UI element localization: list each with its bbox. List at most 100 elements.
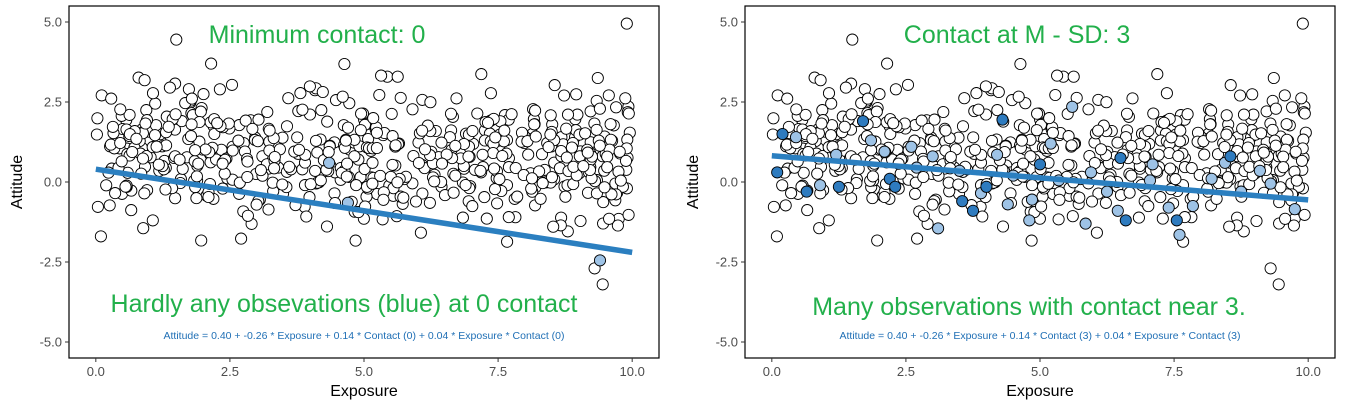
scatter-point [114, 103, 127, 116]
scatter-point [481, 116, 495, 129]
scatter-point [785, 187, 798, 200]
right-panel: 0.0 2.5 5.0 7.5 10.0 5.0 2.5 0.0 -2.5 -5.0 Contac… [685, 5, 1336, 400]
highlighted-point [991, 148, 1004, 161]
scatter-point [254, 164, 267, 177]
scatter-point [1223, 220, 1236, 233]
scatter-point [435, 157, 449, 170]
scatter-point [547, 220, 560, 233]
scatter-point [915, 114, 928, 127]
scatter-point [370, 126, 383, 139]
scatter-point [816, 104, 829, 117]
highlighted-point [1023, 214, 1036, 227]
x-tick-label: 7.5 [489, 364, 507, 379]
scatter-point [262, 203, 275, 216]
left-headline: Minimum contact: 0 [209, 21, 426, 49]
scatter-point [525, 172, 539, 185]
scatter-point [1172, 149, 1185, 163]
left-regression-line [95, 166, 633, 256]
scatter-point [781, 92, 794, 105]
scatter-point [491, 197, 504, 210]
scatter-point [1198, 148, 1211, 161]
scatter-point [529, 104, 542, 117]
scatter-point [1298, 107, 1311, 120]
scatter-point [1160, 87, 1173, 100]
scatter-point [146, 214, 159, 227]
scatter-point [937, 105, 950, 119]
highlighted-point [1079, 217, 1092, 230]
scatter-point [91, 112, 104, 125]
scatter-point [525, 182, 538, 195]
scatter-point [878, 190, 891, 204]
scatter-point [1181, 108, 1194, 121]
scatter-point [806, 132, 819, 145]
scatter-point [952, 178, 965, 191]
scatter-point [1296, 17, 1309, 30]
scatter-point [428, 175, 441, 188]
scatter-point [601, 161, 614, 174]
scatter-point [1266, 123, 1279, 136]
scatter-point [889, 83, 902, 96]
scatter-point [246, 122, 259, 135]
scatter-point [622, 107, 635, 120]
highlighted-point [905, 140, 918, 153]
scatter-point [416, 124, 429, 137]
scatter-point [375, 69, 388, 82]
scatter-point [505, 108, 518, 121]
scatter-point [152, 158, 165, 171]
scatter-point [968, 143, 982, 156]
highlighted-point [1119, 214, 1132, 227]
scatter-point [610, 101, 623, 114]
scatter-point [1090, 226, 1103, 239]
scatter-point [90, 128, 103, 141]
scatter-point [474, 164, 487, 177]
right-regression-line [771, 153, 1309, 203]
scatter-point [779, 199, 792, 212]
left-panel: 0.0 2.5 5.0 7.5 10.0 5.0 2.5 0.0 -2.5 -5.0 Minimu… [9, 5, 660, 400]
scatter-point [418, 143, 432, 156]
scatter-point [309, 134, 323, 147]
scatter-point [593, 139, 606, 152]
highlighted-point [1033, 158, 1047, 171]
x-tick-label: 0.0 [763, 364, 781, 379]
left-footnote: Hardly any obsevations (blue) at 0 conta… [111, 290, 578, 318]
scatter-point [321, 115, 334, 128]
scatter-point [225, 78, 239, 91]
scatter-point [1255, 127, 1268, 140]
scatter-point [881, 57, 894, 70]
scatter-point [488, 162, 501, 175]
scatter-point [565, 141, 578, 154]
scatter-point [268, 150, 281, 164]
scatter-point [1277, 161, 1290, 174]
scatter-point [489, 131, 502, 144]
highlighted-point [1253, 164, 1266, 177]
scatter-point [484, 87, 497, 100]
scatter-point [292, 143, 306, 156]
scatter-point [189, 144, 202, 157]
scatter-point [496, 149, 509, 163]
scatter-point [838, 120, 851, 133]
scatter-point [1220, 128, 1233, 141]
scatter-point [126, 145, 139, 159]
scatter-point [1169, 173, 1182, 186]
scatter-point [130, 132, 143, 145]
scatter-point [106, 120, 119, 133]
scatter-point [1185, 161, 1198, 175]
highlighted-point [856, 115, 870, 128]
scatter-point [339, 134, 352, 147]
scatter-point [414, 226, 427, 239]
scatter-point [1220, 109, 1233, 122]
scatter-point [593, 102, 606, 115]
scatter-point [350, 179, 363, 192]
scatter-point [1280, 133, 1293, 146]
highlighted-point [593, 254, 607, 267]
scatter-point [211, 117, 224, 130]
scatter-point [1094, 143, 1108, 156]
scatter-point [770, 230, 783, 243]
scatter-point [1125, 169, 1138, 182]
scatter-point [1241, 141, 1254, 154]
scatter-point [560, 151, 573, 164]
scatter-point [443, 131, 456, 144]
scatter-point [385, 107, 398, 120]
scatter-point [105, 92, 118, 105]
right-equation: Attitude = 0.40 + -0.26 * Exposure + 0.1… [840, 330, 1241, 342]
